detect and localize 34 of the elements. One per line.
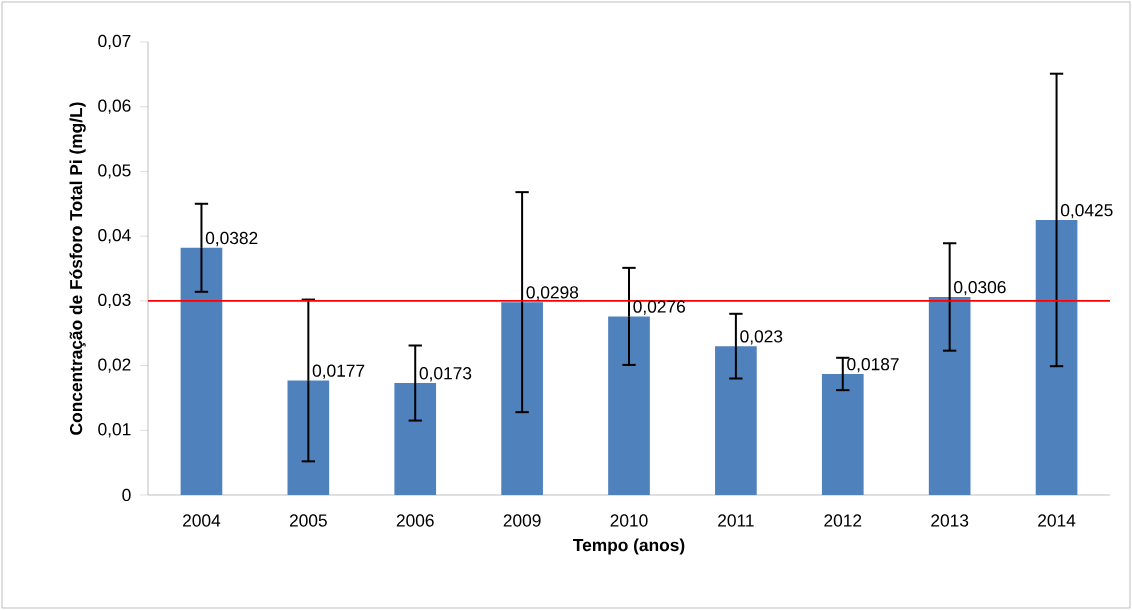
x-axis-title: Tempo (anos): [573, 538, 685, 555]
bar: [928, 296, 971, 495]
x-tick-label: 2011: [718, 514, 754, 527]
x-tick-label: 2006: [396, 514, 434, 527]
data-label: 0,0425: [1060, 204, 1113, 219]
bar: [180, 247, 223, 495]
x-tick-label: 2010: [610, 514, 648, 527]
data-label: 0,0177: [312, 364, 365, 379]
y-tick-label: 0,06: [98, 99, 131, 114]
data-label: 0,0173: [419, 367, 472, 382]
x-tick-label: 2009: [503, 514, 541, 527]
data-label: 0,0276: [633, 300, 685, 315]
data-label: 0,0382: [205, 231, 258, 247]
y-tick-label: 0: [122, 488, 131, 502]
y-tick-label: 0,05: [98, 164, 131, 179]
data-label: 0,0298: [526, 286, 579, 301]
x-tick-label: 2005: [289, 514, 327, 527]
y-tick-label: 0,07: [98, 34, 131, 50]
y-tick-label: 0,01: [98, 423, 131, 438]
y-axis-title: Concentração de Fósforo Total Pi (mg/L): [69, 102, 86, 435]
bar: [608, 316, 650, 495]
y-tick-label: 0,04: [98, 228, 131, 244]
x-tick-label: 2013: [931, 514, 969, 527]
bar: [715, 346, 757, 495]
bar: [821, 373, 864, 495]
data-label: 0,0187: [847, 358, 899, 373]
x-tick-label: 2014: [1038, 514, 1076, 527]
y-tick-label: 0,03: [98, 293, 131, 309]
bar: [394, 383, 437, 495]
data-label: 0,0306: [954, 281, 1006, 296]
y-tick-label: 0,02: [98, 358, 131, 373]
x-tick-label: 2004: [183, 514, 221, 527]
x-tick-label: 2012: [824, 514, 862, 527]
data-label: 0,023: [740, 330, 783, 345]
